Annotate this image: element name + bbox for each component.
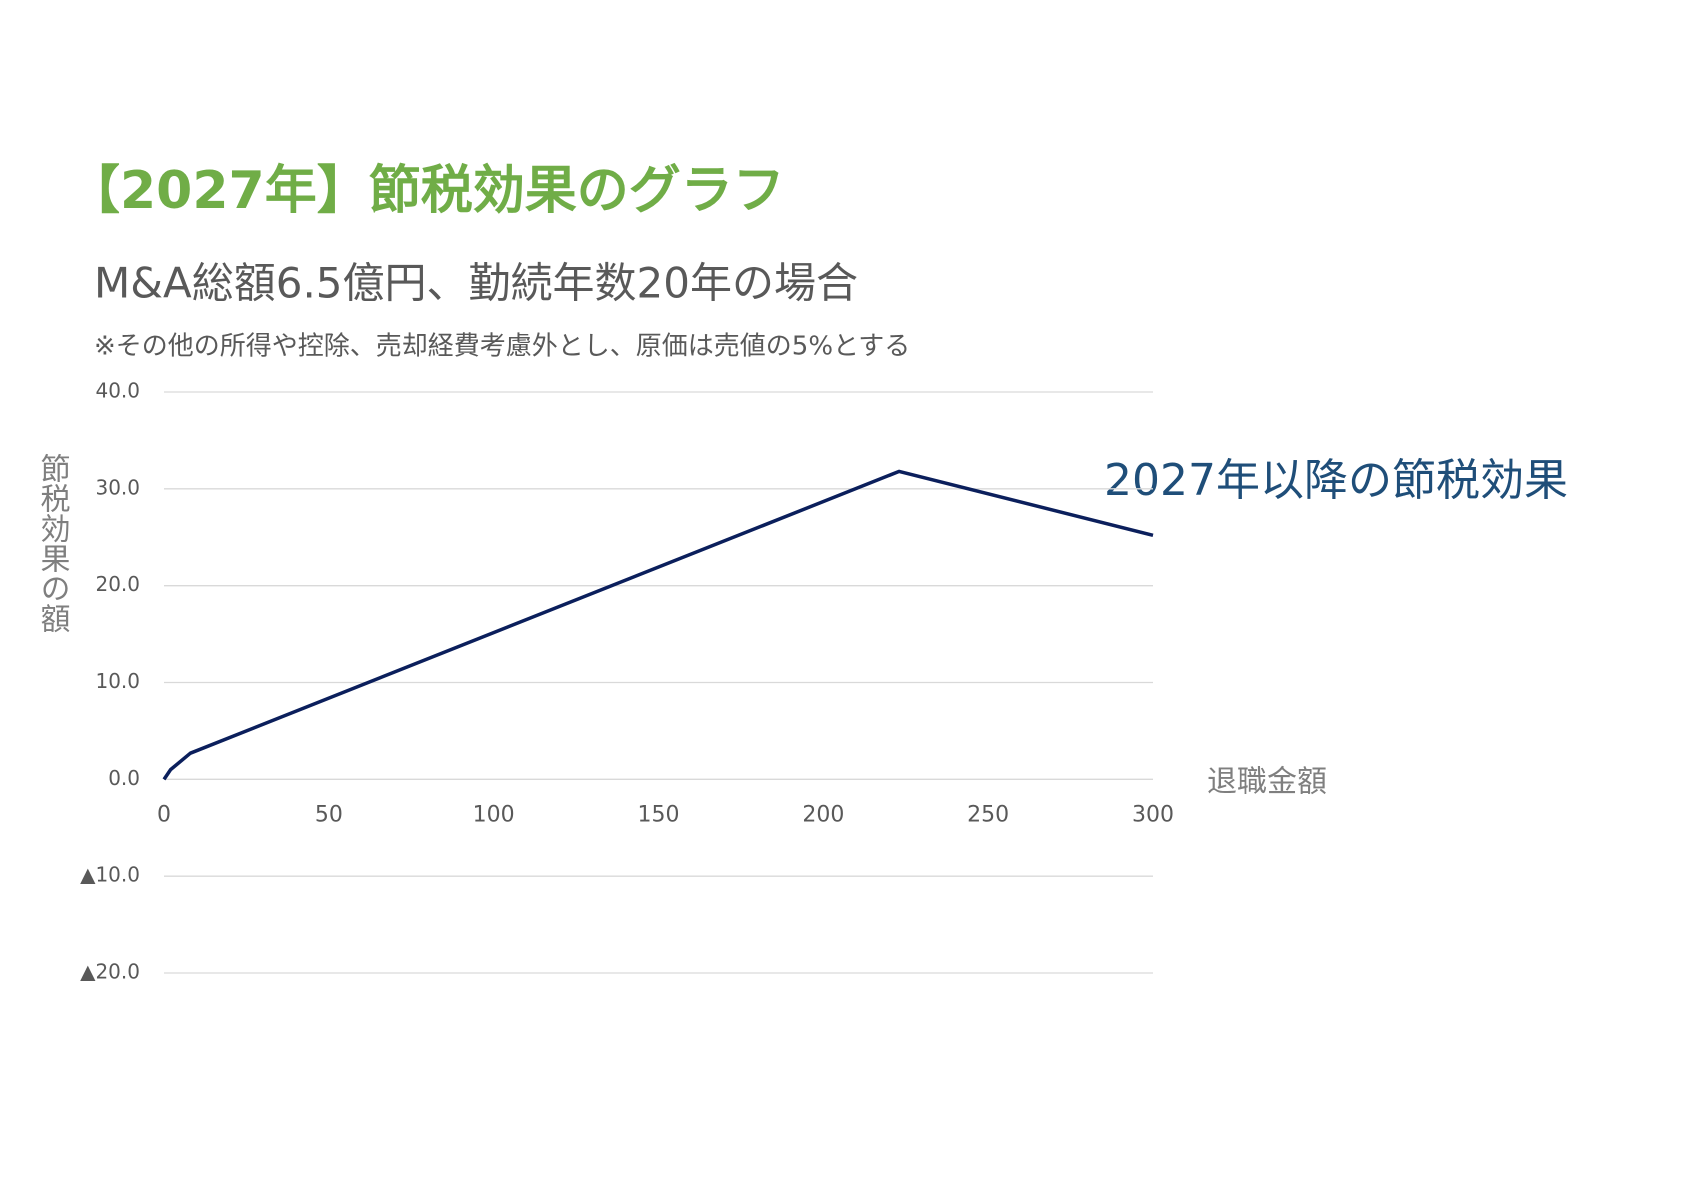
y-tick-label: 10.0 — [95, 669, 140, 693]
series-label: 2027年以降の節税効果 — [1104, 455, 1568, 506]
x-tick-label: 150 — [638, 802, 680, 827]
y-tick-label: ▲10.0 — [80, 863, 140, 887]
x-tick-label: 0 — [157, 802, 171, 827]
y-tick-label: 0.0 — [108, 766, 140, 790]
chart-subtitle: M&A総額6.5億円、勤続年数20年の場合 — [94, 259, 858, 308]
x-axis-label: 退職金額 — [1207, 765, 1327, 800]
y-tick-label: ▲20.0 — [80, 960, 140, 984]
chart-title: 【2027年】節税効果のグラフ — [68, 161, 785, 221]
x-tick-label: 50 — [315, 802, 343, 827]
x-tick-label: 300 — [1132, 802, 1174, 827]
x-tick-label: 100 — [473, 802, 515, 827]
y-axis-label: 節税効果の額 — [35, 453, 71, 633]
y-tick-label: 20.0 — [95, 572, 140, 596]
y-tick-label: 40.0 — [95, 379, 140, 403]
y-tick-label: 30.0 — [95, 475, 140, 499]
x-tick-label: 200 — [802, 802, 844, 827]
chart-note: ※その他の所得や控除、売却経費考慮外とし、原価は売値の5%とする — [94, 332, 910, 362]
line-series — [162, 469, 1154, 781]
x-tick-label: 250 — [967, 802, 1009, 827]
